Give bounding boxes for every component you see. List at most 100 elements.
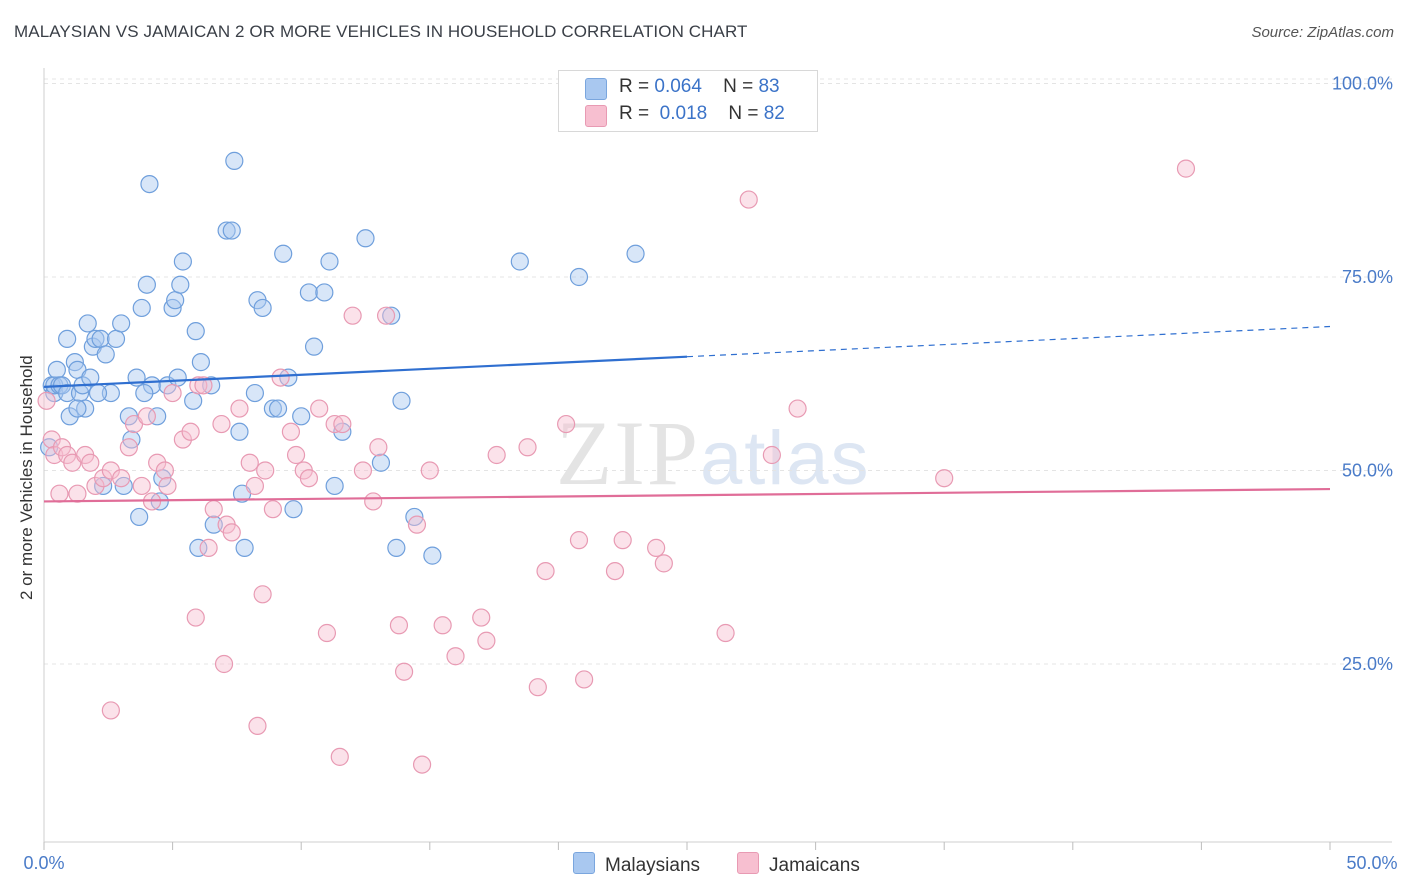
jamaican-point bbox=[112, 469, 131, 488]
malaysian-point bbox=[91, 329, 110, 348]
jamaican-point bbox=[412, 755, 432, 774]
jamaican-point bbox=[472, 608, 491, 627]
jamaican-point bbox=[194, 376, 213, 395]
jamaican-point bbox=[212, 414, 231, 434]
y-tick-label: 100.0% bbox=[1332, 73, 1393, 93]
malaysian-point bbox=[284, 500, 303, 519]
jamaican-trend-line bbox=[43, 487, 1331, 503]
malaysian-point bbox=[186, 322, 205, 341]
malaysian-point bbox=[189, 538, 208, 557]
jamaican-point bbox=[647, 538, 666, 557]
malaysian-point bbox=[168, 368, 187, 387]
x-tick-label: 50.0% bbox=[1346, 853, 1397, 873]
malaysian-point bbox=[235, 538, 254, 557]
malaysian-point bbox=[135, 383, 154, 403]
malaysian-point bbox=[47, 360, 66, 379]
bottom-legend-jamaicans: Jamaicans bbox=[737, 852, 860, 877]
jamaican-point bbox=[181, 422, 200, 441]
jamaican-point bbox=[137, 407, 156, 426]
bottom-legend-swatch-malaysians bbox=[573, 852, 595, 874]
jamaican-point bbox=[281, 422, 301, 441]
jamaican-point bbox=[173, 430, 192, 449]
jamaican-point bbox=[222, 523, 241, 542]
jamaican-point bbox=[536, 561, 555, 581]
malaysian-point bbox=[230, 422, 249, 441]
malaysian-point bbox=[320, 252, 339, 271]
malaysian-point bbox=[68, 399, 87, 418]
malaysian-point bbox=[166, 291, 185, 310]
jamaican-point bbox=[330, 747, 349, 766]
jamaican-point bbox=[935, 469, 954, 488]
malaysian-point bbox=[204, 515, 223, 534]
jamaican-point bbox=[317, 623, 337, 643]
malaysian-trend-line bbox=[43, 355, 688, 388]
jamaican-point bbox=[240, 453, 259, 472]
n-label: N = bbox=[728, 103, 759, 124]
source-label: Source: ZipAtlas.com bbox=[1251, 24, 1394, 41]
malaysian-point bbox=[292, 407, 311, 426]
stats-legend: R = 0.064 N = 83 R = 0.018 N = 82 bbox=[558, 70, 818, 132]
jamaican-point bbox=[333, 414, 352, 434]
legend-text-malaysians: R = 0.064 N = 83 bbox=[619, 76, 780, 98]
malaysian-point bbox=[356, 229, 375, 248]
jamaican-point bbox=[310, 399, 329, 418]
malaysian-point bbox=[58, 329, 77, 348]
malaysian-point bbox=[423, 546, 442, 565]
jamaican-point bbox=[739, 190, 758, 209]
jamaican-point bbox=[654, 554, 673, 573]
malaysian-point bbox=[112, 314, 131, 333]
malaysian-point bbox=[245, 383, 265, 403]
jamaican-point bbox=[716, 623, 735, 643]
jamaican-point bbox=[253, 585, 272, 604]
jamaican-point bbox=[407, 515, 427, 534]
jamaican-point bbox=[155, 461, 174, 480]
jamaican-point bbox=[94, 469, 113, 488]
jamaican-point bbox=[119, 438, 138, 457]
jamaican-point bbox=[158, 476, 177, 496]
jamaican-point bbox=[271, 368, 290, 387]
y-tick-label: 25.0% bbox=[1342, 654, 1393, 674]
malaysian-point bbox=[274, 244, 293, 263]
watermark-zip: ZIP bbox=[556, 402, 700, 504]
malaysian-point bbox=[315, 283, 334, 302]
jamaican-point bbox=[245, 476, 265, 496]
watermark: ZIPatlas bbox=[556, 400, 871, 506]
r-value: 0.064 bbox=[654, 76, 702, 97]
malaysian-point bbox=[279, 368, 298, 387]
malaysian-point bbox=[137, 275, 156, 294]
jamaican-point bbox=[148, 453, 167, 472]
malaysian-point bbox=[253, 298, 272, 318]
jamaican-point bbox=[256, 461, 275, 480]
jamaican-point bbox=[575, 670, 594, 689]
malaysian-point bbox=[382, 306, 401, 325]
jamaican-point bbox=[420, 461, 439, 480]
bottom-legend-swatch-jamaicans bbox=[737, 852, 759, 874]
jamaican-point bbox=[394, 662, 414, 681]
malaysian-point bbox=[333, 422, 352, 441]
malaysian-point bbox=[81, 368, 100, 387]
malaysian-point bbox=[96, 345, 115, 364]
jamaican-point bbox=[189, 376, 208, 395]
r-value: 0.018 bbox=[659, 103, 708, 124]
jamaican-point bbox=[613, 531, 632, 550]
x-tick-label: 0.0% bbox=[23, 853, 64, 873]
malaysian-point bbox=[202, 376, 221, 395]
malaysian-point bbox=[88, 383, 108, 403]
bottom-legend-malaysians: Malaysians bbox=[573, 852, 700, 877]
malaysian-point bbox=[58, 383, 77, 403]
jamaican-point bbox=[557, 414, 576, 434]
jamaican-point bbox=[364, 492, 383, 511]
jamaican-point bbox=[186, 608, 205, 627]
jamaican-point bbox=[68, 484, 87, 503]
n-value: 82 bbox=[763, 103, 785, 124]
malaysian-point bbox=[392, 391, 411, 410]
malaysian-point bbox=[171, 275, 190, 294]
jamaican-point bbox=[50, 484, 69, 503]
jamaican-point bbox=[569, 531, 589, 550]
r-label: R = bbox=[619, 103, 650, 124]
malaysian-point bbox=[140, 175, 159, 194]
jamaican-point bbox=[343, 306, 362, 325]
jamaican-point bbox=[299, 469, 319, 488]
y-tick-label: 50.0% bbox=[1342, 460, 1393, 480]
